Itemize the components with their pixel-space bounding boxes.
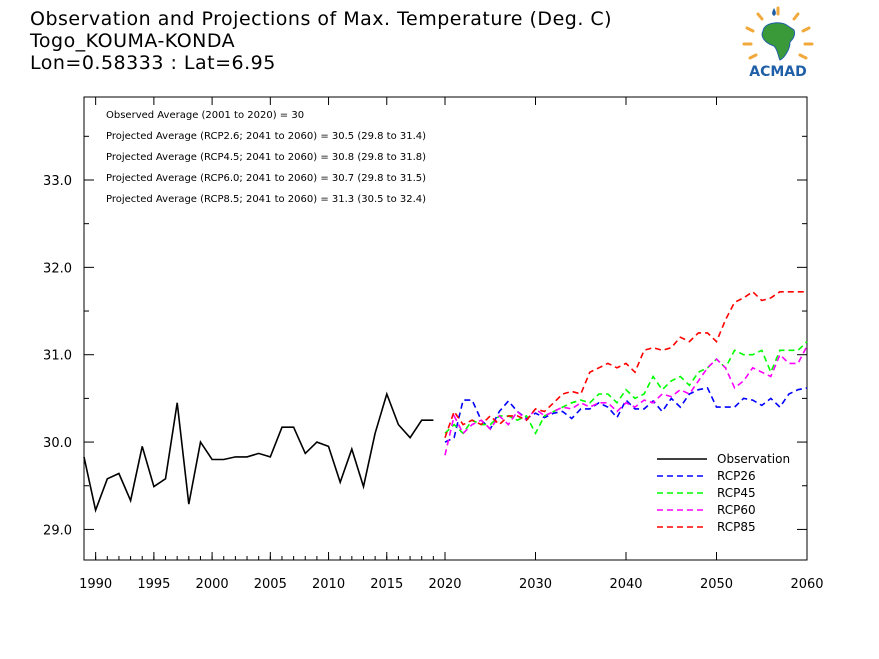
legend-label-rcp60: RCP60 <box>717 503 756 517</box>
annotation-line: Observed Average (2001 to 2020) = 30 <box>106 110 304 121</box>
legend-label-rcp26: RCP26 <box>717 469 756 483</box>
series-line-observation <box>83 391 434 514</box>
x-tick-label: 2000 <box>196 577 229 592</box>
y-tick-label: 29.0 <box>43 523 72 538</box>
africa-sun-logo-icon <box>742 6 814 61</box>
x-tick-label: 2060 <box>790 577 823 592</box>
chart-coordinates: Lon=0.58333 : Lat=6.95 <box>30 52 276 74</box>
acmad-logo: ACMAD <box>738 6 818 84</box>
annotations: Observed Average (2001 to 2020) = 30 Proj… <box>106 110 426 205</box>
legend: Observation RCP26 RCP45 RCP60 RCP85 <box>657 452 790 534</box>
legend-label-rcp85: RCP85 <box>717 520 756 534</box>
y-tick-label: 30.0 <box>43 436 72 451</box>
acmad-logo-text: ACMAD <box>749 64 807 80</box>
annotation-line: Projected Average (RCP6.0; 2041 to 2060)… <box>106 173 426 184</box>
annotation-line: Projected Average (RCP2.6; 2041 to 2060)… <box>106 131 426 142</box>
x-tick-label: 1990 <box>79 577 112 592</box>
legend-label-rcp45: RCP45 <box>717 486 756 500</box>
x-tick-label: 2005 <box>254 577 287 592</box>
x-tick-label: 2040 <box>609 577 642 592</box>
series-line-rcp85 <box>444 290 807 438</box>
chart-title-block: Observation and Projections of Max. Temp… <box>30 8 612 74</box>
axis-tick-labels: 29.0 30.0 31.0 32.0 33.0 1990 1995 2000 2005 2010… <box>43 174 824 592</box>
plot-frame <box>83 96 808 561</box>
series-line-rcp45 <box>444 341 808 436</box>
y-tick-label: 33.0 <box>43 174 72 189</box>
annotation-line: Projected Average (RCP4.5; 2041 to 2060)… <box>106 152 426 163</box>
plot-border <box>83 96 808 561</box>
x-tick-label: 2050 <box>700 577 733 592</box>
chart-location: Togo_KOUMA-KONDA <box>30 30 236 52</box>
x-tick-label: 2020 <box>428 577 461 592</box>
series-lines <box>83 290 808 514</box>
x-tick-label: 2030 <box>519 577 552 592</box>
x-tick-label: 2010 <box>312 577 345 592</box>
x-tick-label: 1995 <box>137 577 170 592</box>
series-line-rcp60 <box>444 345 808 456</box>
y-tick-label: 32.0 <box>43 261 72 276</box>
x-tick-label: 2015 <box>370 577 403 592</box>
series-line-rcp26 <box>444 386 808 443</box>
chart-title: Observation and Projections of Max. Temp… <box>30 8 613 30</box>
legend-label-observation: Observation <box>717 452 790 466</box>
annotation-line: Projected Average (RCP8.5; 2041 to 2060)… <box>106 194 426 205</box>
axis-ticks <box>83 97 808 560</box>
y-tick-label: 31.0 <box>43 349 72 364</box>
